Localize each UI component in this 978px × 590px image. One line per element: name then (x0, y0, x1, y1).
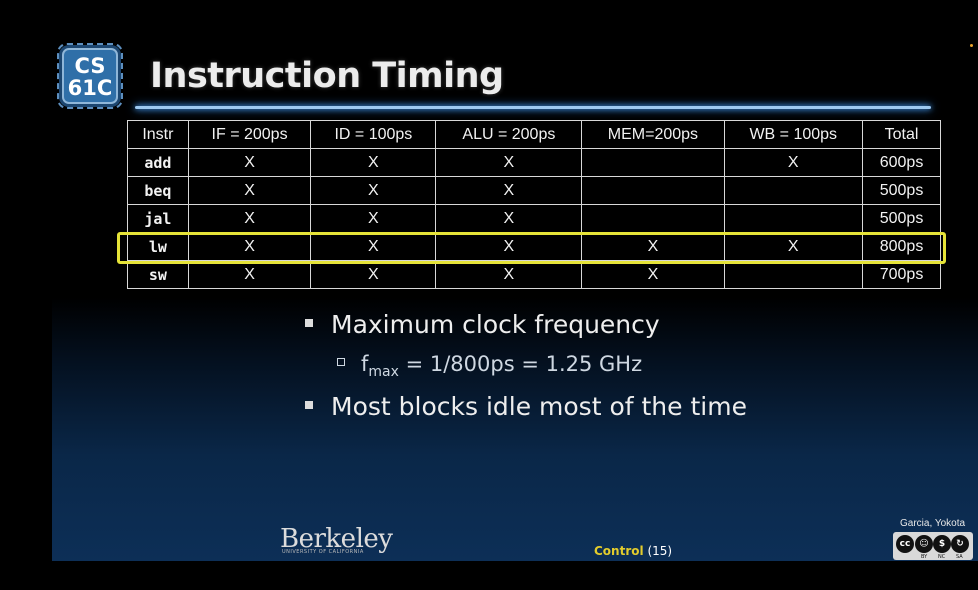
table-cell (723, 204, 864, 233)
table-cell: X (187, 148, 312, 177)
slide-title: Instruction Timing (150, 56, 504, 96)
table-row-highlighted: lw X X X X X 800ps (127, 232, 941, 261)
table-cell: X (723, 148, 864, 177)
section-label: Control (594, 544, 644, 558)
creative-commons-badge: cc ☺ $ ↻ BY NC SA (893, 532, 973, 560)
header-instr: Instr (127, 120, 189, 149)
hollow-square-icon (337, 358, 345, 366)
nc-icon: $ (933, 535, 951, 553)
cc-icon: cc (896, 535, 914, 553)
total-cell: 700ps (862, 260, 941, 289)
table-cell (723, 260, 864, 289)
total-cell: 600ps (862, 148, 941, 177)
row-highlight-box (117, 232, 946, 264)
slide-footer: Control (15) (594, 544, 672, 558)
bullet-item: Maximum clock frequency (305, 310, 660, 339)
table-cell (581, 176, 725, 205)
author-credit: Garcia, Yokota (900, 518, 966, 529)
table-cell: X (187, 204, 312, 233)
fmax-symbol: f (361, 352, 369, 376)
table-cell: X (187, 176, 312, 205)
table-cell (581, 148, 725, 177)
table-row: sw X X X X 700ps (127, 260, 941, 289)
bullet-text: Most blocks idle most of the time (331, 392, 747, 421)
instr-cell: jal (127, 204, 189, 233)
sub-bullet-item: fmax = 1/800ps = 1.25 GHz (337, 352, 643, 380)
table-cell: X (581, 232, 725, 261)
by-icon: ☺ (915, 535, 933, 553)
fmax-equation: = 1/800ps = 1.25 GHz (398, 352, 643, 376)
table-cell: X (310, 232, 437, 261)
bullet-square-icon (305, 319, 313, 327)
logo-line1: CS (74, 54, 106, 78)
indicator-dot (970, 44, 973, 47)
table-cell: X (310, 148, 437, 177)
table-row: jal X X X 500ps (127, 204, 941, 233)
bullet-item: Most blocks idle most of the time (305, 392, 747, 421)
by-label: BY (921, 554, 928, 560)
sa-icon: ↻ (951, 535, 969, 553)
berkeley-wordmark: Berkeley (280, 524, 393, 554)
total-cell: 800ps (862, 232, 941, 261)
table-cell: X (435, 176, 583, 205)
instr-cell: lw (127, 232, 189, 261)
title-underline (135, 106, 931, 109)
table-row: beq X X X 500ps (127, 176, 941, 205)
table-cell: X (435, 148, 583, 177)
header-id: ID = 100ps (310, 120, 437, 149)
header-wb: WB = 100ps (723, 120, 864, 149)
table-cell: X (310, 204, 437, 233)
table-row: add X X X X 600ps (127, 148, 941, 177)
fmax-subscript: max (368, 364, 399, 380)
header-total: Total (862, 120, 941, 149)
table-cell: X (187, 260, 312, 289)
table-header-row: Instr IF = 200ps ID = 100ps ALU = 200ps … (127, 120, 941, 149)
table-cell: X (581, 260, 725, 289)
table-cell: X (435, 260, 583, 289)
total-cell: 500ps (862, 204, 941, 233)
instruction-timing-table: Instr IF = 200ps ID = 100ps ALU = 200ps … (127, 120, 941, 289)
cs61c-logo: CS 61C (57, 43, 123, 109)
sa-label: SA (956, 554, 963, 560)
header-alu: ALU = 200ps (435, 120, 583, 149)
bullet-text: Maximum clock frequency (331, 310, 660, 339)
table-cell (723, 176, 864, 205)
berkeley-subtitle: UNIVERSITY OF CALIFORNIA (282, 549, 364, 555)
page-number: (15) (647, 544, 673, 558)
nc-label: NC (938, 554, 946, 560)
logo-line2: 61C (67, 76, 113, 100)
instr-cell: beq (127, 176, 189, 205)
table-cell: X (310, 260, 437, 289)
table-cell: X (310, 176, 437, 205)
table-cell (581, 204, 725, 233)
slide-background (52, 34, 978, 561)
total-cell: 500ps (862, 176, 941, 205)
instr-cell: add (127, 148, 189, 177)
header-mem: MEM=200ps (581, 120, 725, 149)
header-if: IF = 200ps (187, 120, 312, 149)
bullet-square-icon (305, 401, 313, 409)
chip-pins-decoration (57, 43, 123, 109)
instr-cell: sw (127, 260, 189, 289)
table-cell: X (435, 204, 583, 233)
